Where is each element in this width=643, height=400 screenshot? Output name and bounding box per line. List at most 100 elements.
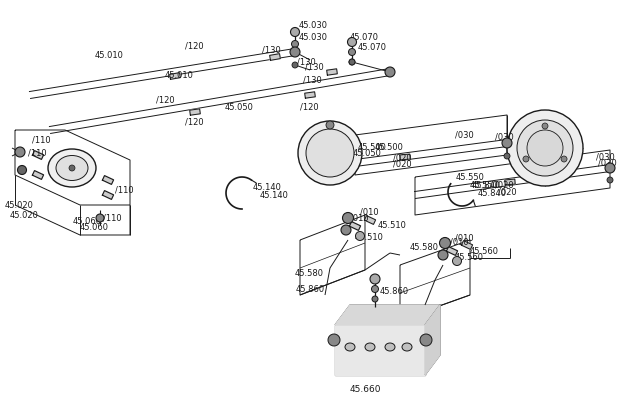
Text: 45.140: 45.140 [260,190,289,200]
Text: 45.020: 45.020 [5,200,34,210]
Polygon shape [32,151,44,159]
Ellipse shape [385,343,395,351]
Circle shape [349,48,356,56]
Text: /110: /110 [115,186,134,194]
Text: 45.580: 45.580 [295,268,324,278]
Circle shape [341,225,351,235]
Text: /110: /110 [32,136,51,144]
Polygon shape [170,73,180,79]
Polygon shape [269,54,280,60]
Circle shape [385,67,395,77]
Circle shape [517,120,573,176]
Text: /120: /120 [156,96,175,104]
Polygon shape [102,191,114,199]
Circle shape [607,177,613,183]
Text: 45.030: 45.030 [299,22,328,30]
Circle shape [527,130,563,166]
Polygon shape [190,109,201,115]
Text: 45.030: 45.030 [299,32,328,42]
Circle shape [15,147,25,157]
Polygon shape [349,222,361,230]
Circle shape [306,129,354,177]
Text: 45.070: 45.070 [350,34,379,42]
Polygon shape [327,69,338,75]
Text: 45.660: 45.660 [350,386,381,394]
Circle shape [96,214,104,222]
Text: /030: /030 [455,130,474,140]
Text: 45.500: 45.500 [358,144,387,152]
Circle shape [507,110,583,186]
Text: /130: /130 [305,62,323,72]
Circle shape [291,28,300,36]
Polygon shape [505,179,515,185]
Text: 45.860: 45.860 [296,286,325,294]
Ellipse shape [365,343,375,351]
Polygon shape [446,247,458,255]
Polygon shape [365,216,376,224]
Circle shape [605,163,615,173]
Circle shape [349,59,355,65]
Text: /030: /030 [598,158,617,168]
Circle shape [328,334,340,346]
Text: 45.840: 45.840 [472,182,501,190]
Polygon shape [400,154,410,160]
Polygon shape [335,325,425,375]
Text: 45.010: 45.010 [95,52,124,60]
Circle shape [523,156,529,162]
Polygon shape [32,171,44,179]
Text: /110: /110 [28,148,47,158]
Text: /010: /010 [350,214,368,222]
Ellipse shape [48,149,96,187]
Circle shape [502,138,512,148]
Text: 45.070: 45.070 [358,44,387,52]
Text: 45.060: 45.060 [73,218,102,226]
Text: /020: /020 [498,188,516,196]
Circle shape [356,232,365,240]
Text: 45.140: 45.140 [253,184,282,192]
Text: 45.840: 45.840 [478,188,507,198]
Circle shape [291,40,298,48]
Circle shape [343,212,354,224]
Text: /120: /120 [185,118,204,126]
Text: /030: /030 [495,132,514,142]
Text: 45.050: 45.050 [225,102,254,112]
Polygon shape [462,241,473,249]
Text: /020: /020 [393,160,412,168]
Polygon shape [335,305,440,325]
Circle shape [438,250,448,260]
Circle shape [298,121,362,185]
Polygon shape [425,305,440,375]
Text: 45.550: 45.550 [456,174,485,182]
Text: /130: /130 [262,46,281,54]
Circle shape [347,38,356,46]
Circle shape [561,156,567,162]
Circle shape [372,286,379,292]
Circle shape [453,256,462,266]
Text: 45.050: 45.050 [353,148,382,158]
Text: 45.560: 45.560 [470,248,499,256]
Text: /120: /120 [185,42,204,50]
Ellipse shape [345,343,355,351]
Circle shape [349,59,355,65]
Text: 45.060: 45.060 [80,224,109,232]
Circle shape [420,334,432,346]
Text: 45.550: 45.550 [470,180,499,190]
Circle shape [292,49,298,55]
Text: /010: /010 [360,208,379,216]
Text: 45.510: 45.510 [355,234,384,242]
Text: /020: /020 [495,180,514,190]
Text: 45.510: 45.510 [378,222,407,230]
Text: 45.860: 45.860 [380,288,409,296]
Text: /130: /130 [297,58,316,66]
Circle shape [440,238,451,248]
Text: /020: /020 [393,154,412,162]
Circle shape [326,121,334,129]
Text: 45.580: 45.580 [410,244,439,252]
Text: 45.010: 45.010 [165,72,194,80]
Circle shape [542,123,548,129]
Text: /130: /130 [303,76,322,84]
Text: 45.020: 45.020 [10,210,39,220]
Ellipse shape [56,156,88,180]
Polygon shape [102,176,114,184]
Polygon shape [305,92,315,98]
